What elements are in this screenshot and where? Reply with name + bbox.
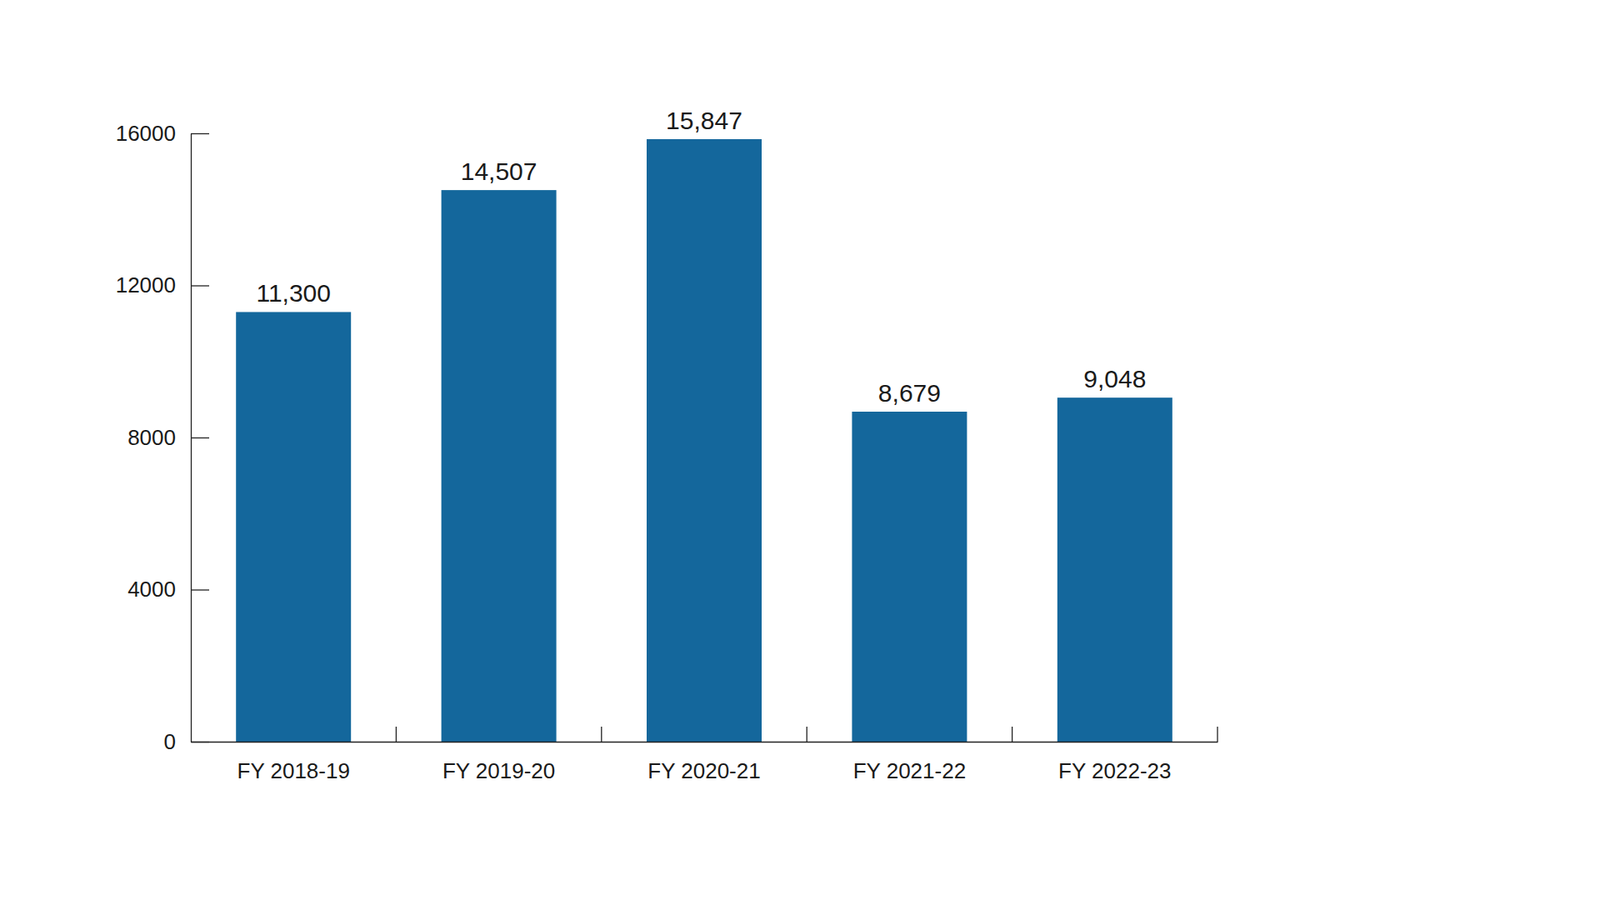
y-tick-mark [190,589,210,590]
bar [441,190,557,742]
y-tick-label: 0 [164,729,176,755]
x-tick-label: FY 2022-23 [1058,758,1171,784]
bar [646,139,762,742]
x-boundary-tick [1216,726,1218,742]
x-axis: FY 2018-19 FY 2019-20 FY 2020-21 FY 2021-22… [191,741,1219,784]
x-tick: FY 2018-19 [236,741,350,784]
y-tick-label: 4000 [127,576,176,602]
data-label: 11,300 [255,279,331,307]
data-label: 14,507 [460,157,538,185]
bars [235,139,1173,742]
x-boundary-ticks [395,726,1218,742]
x-tick: FY 2019-20 [442,741,555,784]
x-boundary-tick [1011,726,1013,742]
x-tick-label: FY 2018-19 [236,758,350,784]
data-label: 8,679 [878,379,941,407]
y-tick: 12000 [115,272,210,298]
y-tick: 8000 [127,425,210,450]
y-tick-mark [190,285,210,286]
y-axis: 0 4000 8000 12000 16000 [115,120,210,755]
x-tick-label: FY 2019-20 [442,758,555,784]
chart: 0400080001200016000FY 2018-19FY 2019-20F… [0,0,1600,900]
data-label: 15,847 [665,106,743,135]
y-tick-label: 16000 [115,120,176,146]
x-tick-label: FY 2021-22 [853,758,966,784]
data-label: 9,048 [1083,365,1146,393]
x-tick-label: FY 2020-21 [647,758,760,784]
x-boundary-tick [600,726,602,742]
y-tick: 0 [164,729,210,755]
y-tick-mark [190,133,210,135]
x-tick: FY 2020-21 [647,741,760,784]
y-tick-label: 12000 [115,272,176,298]
bar [235,311,351,742]
y-tick-label: 8000 [127,425,176,450]
x-boundary-tick [806,726,808,742]
x-tick: FY 2022-23 [1058,741,1171,784]
data-labels: 11,300 14,507 15,847 8,679 9,048 [255,106,1146,407]
x-axis-line [191,741,1219,743]
x-tick: FY 2021-22 [853,741,966,784]
y-tick-mark [190,437,210,439]
x-boundary-tick [395,726,397,742]
y-tick: 16000 [115,120,210,146]
bar [851,411,967,742]
bar [1057,397,1173,742]
y-tick: 4000 [127,576,210,602]
